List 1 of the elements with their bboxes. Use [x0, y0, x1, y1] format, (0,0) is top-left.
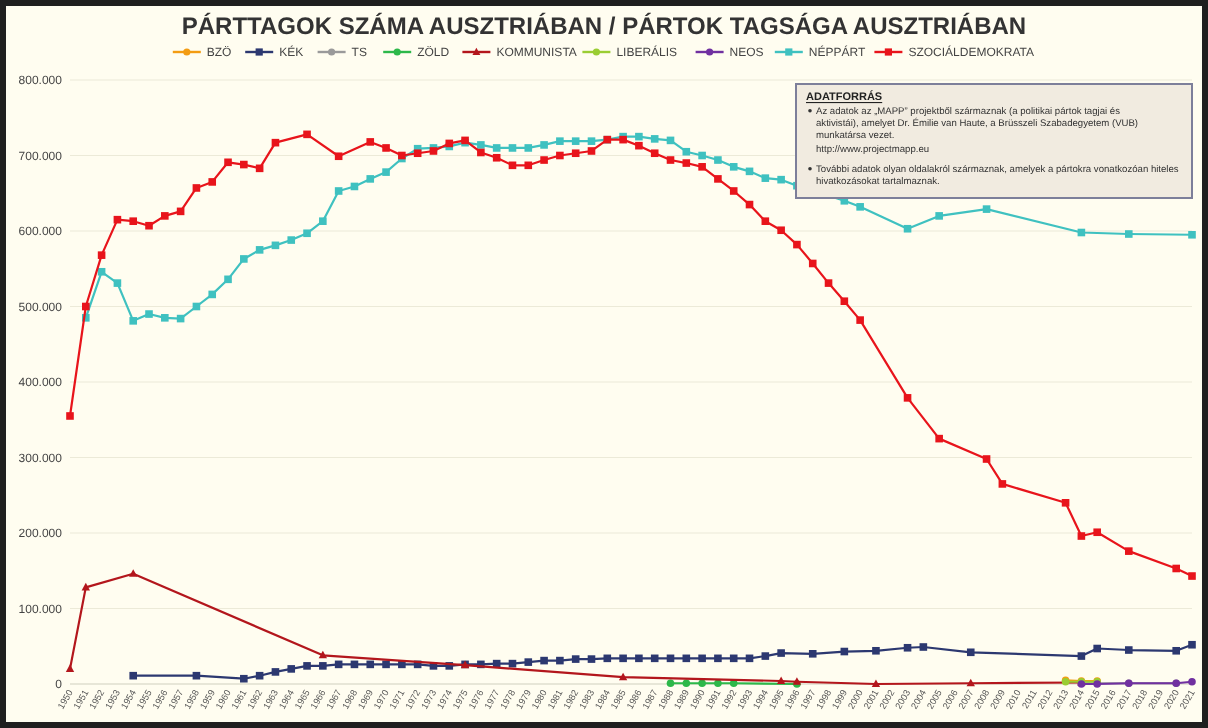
chart-title: PÁRTTAGOK SZÁMA AUSZTRIÁBAN / PÁRTOK TAGSÁGA AUSZTRIÁBAN [181, 12, 1027, 40]
